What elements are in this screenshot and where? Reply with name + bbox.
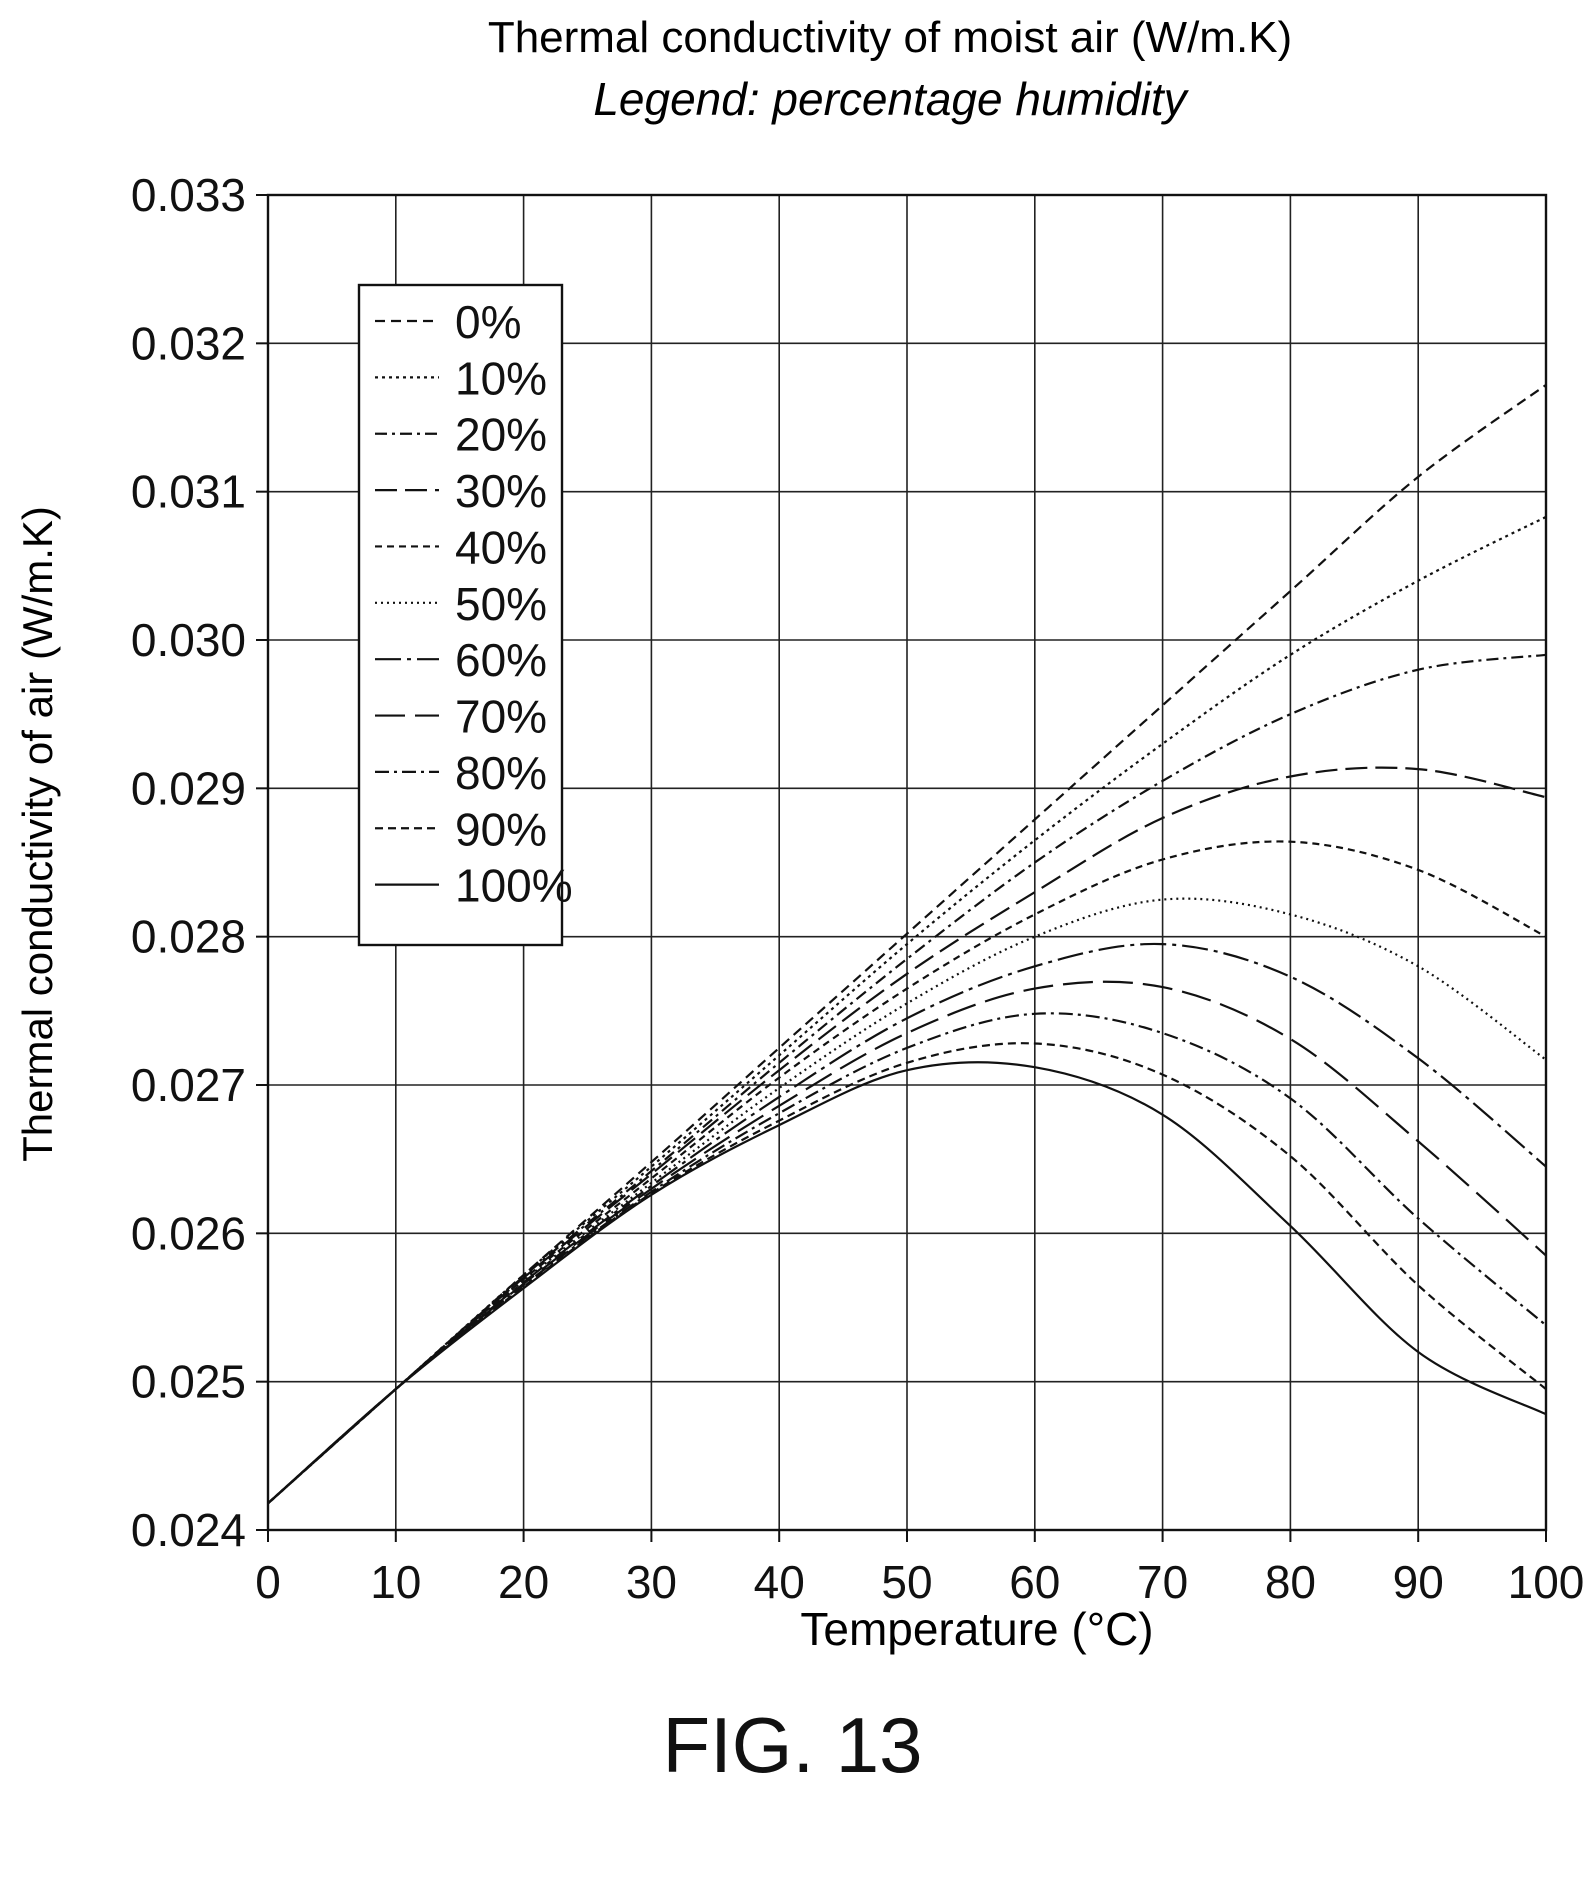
legend-label: 40% — [455, 521, 547, 573]
x-tick-label: 10 — [370, 1556, 421, 1608]
y-tick-label: 0.032 — [131, 317, 246, 369]
x-axis-label: Temperature (°C) — [800, 1603, 1153, 1655]
y-tick-label: 0.025 — [131, 1356, 246, 1408]
legend-label: 90% — [455, 803, 547, 855]
legend-label: 10% — [455, 352, 547, 404]
x-tick-label: 50 — [881, 1556, 932, 1608]
y-tick-label: 0.028 — [131, 911, 246, 963]
legend-box — [357, 283, 564, 947]
x-tick-label: 0 — [255, 1556, 281, 1608]
series-line — [267, 1012, 1547, 1505]
y-tick-label: 0.026 — [131, 1207, 246, 1259]
x-tick-label: 70 — [1137, 1556, 1188, 1608]
y-tick-label: 0.033 — [131, 169, 246, 221]
legend-label: 80% — [455, 747, 547, 799]
legend-label: 60% — [455, 634, 547, 686]
y-tick-label: 0.031 — [131, 466, 246, 518]
x-tick-label: 80 — [1265, 1556, 1316, 1608]
legend-label: 50% — [455, 578, 547, 630]
series-lines — [267, 384, 1547, 1505]
series-line — [267, 840, 1547, 1505]
x-tick-label: 30 — [626, 1556, 677, 1608]
x-tick-label: 20 — [498, 1556, 549, 1608]
y-tick-label: 0.029 — [131, 762, 246, 814]
legend-label: 100% — [455, 860, 573, 912]
legend: 0%10%20%30%40%50%60%70%80%90%100% — [357, 283, 573, 947]
axes: 0 10 20 30 40 50 60 70 80 90 100 0.024 0.025 0.026 0.0… — [131, 169, 1585, 1608]
y-tick-label: 0.030 — [131, 614, 246, 666]
series-line — [267, 942, 1547, 1505]
x-tick-label: 100 — [1508, 1556, 1585, 1608]
series-line — [267, 980, 1547, 1505]
legend-label: 0% — [455, 296, 521, 348]
chart-subtitle: Legend: percentage humidity — [593, 73, 1189, 125]
x-tick-label: 60 — [1009, 1556, 1060, 1608]
chart-title: Thermal conductivity of moist air (W/m.K… — [488, 13, 1292, 62]
series-line — [267, 1061, 1547, 1505]
x-tick-label: 40 — [754, 1556, 805, 1608]
y-tick-label: 0.027 — [131, 1059, 246, 1111]
legend-label: 30% — [455, 465, 547, 517]
plot-frame — [266, 193, 1548, 1532]
y-axis-label: Thermal conductivity of air (W/m.K) — [14, 506, 61, 1162]
figure-label: FIG. 13 — [662, 1701, 923, 1789]
y-tick-label: 0.024 — [131, 1504, 246, 1556]
legend-label: 20% — [455, 409, 547, 461]
legend-label: 70% — [455, 691, 547, 743]
series-line — [267, 1042, 1547, 1505]
series-line — [267, 766, 1547, 1505]
series-line — [267, 384, 1547, 1505]
x-tick-label: 90 — [1393, 1556, 1444, 1608]
